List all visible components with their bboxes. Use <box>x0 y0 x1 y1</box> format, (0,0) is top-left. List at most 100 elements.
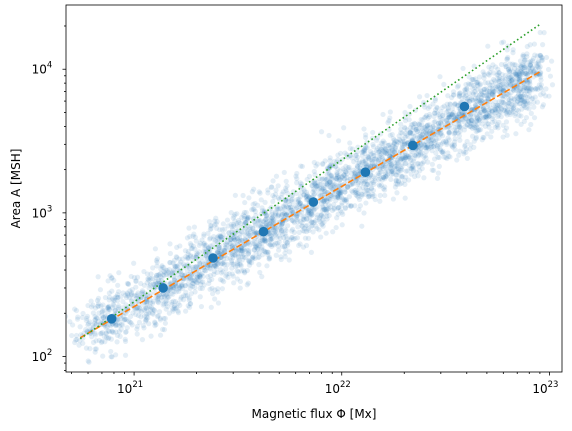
scatter-point <box>318 129 325 135</box>
scatter-point <box>508 82 514 88</box>
scatter-point <box>123 316 129 323</box>
scatter-point <box>506 84 512 90</box>
scatter-point <box>350 181 356 187</box>
scatter-point <box>505 100 512 106</box>
scatter-point <box>173 306 179 312</box>
scatter-point <box>294 235 301 241</box>
scatter-point <box>105 309 111 315</box>
scatter-point <box>134 292 140 298</box>
scatter-point <box>215 289 221 295</box>
scatter-point <box>294 204 300 211</box>
scatter-point <box>477 74 483 80</box>
scatter-point <box>324 198 330 204</box>
scatter-point <box>229 226 236 232</box>
scatter-point <box>466 114 472 120</box>
scatter-point <box>335 138 342 144</box>
scatter-point <box>209 223 215 229</box>
scatter-point <box>364 187 370 193</box>
scatter-point <box>141 302 147 308</box>
scatter-point <box>241 267 247 274</box>
scatter-point <box>144 280 150 286</box>
scatter-point <box>416 143 422 150</box>
scatter-point <box>514 107 520 113</box>
scatter-point <box>395 139 402 146</box>
scatter-point <box>430 144 437 150</box>
scatter-point <box>369 178 375 184</box>
scatter-point <box>227 244 233 251</box>
scatter-point <box>430 124 436 130</box>
scatter-point <box>75 314 81 320</box>
scatter-point <box>403 168 409 174</box>
scatter-point <box>106 294 113 300</box>
scatter-point <box>324 181 330 187</box>
scatter-point <box>372 156 378 162</box>
scatter-point <box>216 242 222 248</box>
scatter-point <box>463 149 469 155</box>
scatter-point <box>230 255 236 261</box>
scatter-point <box>77 338 83 344</box>
scatter-point <box>188 245 194 252</box>
scatter-point <box>498 61 505 68</box>
scatter-point <box>283 246 289 252</box>
scatter-point <box>359 223 365 229</box>
scatter-point <box>382 164 388 170</box>
scatter-point <box>331 205 337 211</box>
scatter-point <box>166 287 172 293</box>
scatter-point <box>300 203 306 209</box>
scatter-point <box>456 152 462 158</box>
scatter-point <box>130 310 136 316</box>
scatter-point <box>387 132 393 138</box>
scatter-point <box>505 66 511 73</box>
scatter-point <box>449 106 455 112</box>
scatter-point <box>67 319 73 325</box>
scatter-point <box>231 280 237 286</box>
scatter-point <box>245 228 251 234</box>
scatter-point <box>224 242 230 248</box>
scatter-point <box>272 217 278 224</box>
scatter-point <box>293 173 299 179</box>
scatter-point <box>339 202 345 208</box>
scatter-point <box>103 331 109 337</box>
scatter-point <box>301 188 308 194</box>
scatter-point <box>327 155 333 161</box>
scatter-point <box>113 294 119 300</box>
scatter-point <box>283 203 290 210</box>
scatter-point <box>392 145 399 151</box>
scatter-point <box>426 146 432 152</box>
scatter-point <box>105 305 111 311</box>
scatter-point <box>486 121 492 127</box>
scatter-point <box>288 207 295 213</box>
scatter-point <box>421 154 427 160</box>
scatter-point <box>537 84 544 91</box>
scatter-point <box>534 85 540 91</box>
scatter-point <box>521 84 527 91</box>
scatter-point <box>498 109 504 115</box>
scatter-point <box>116 270 122 276</box>
scatter-point <box>527 42 533 48</box>
scatter-point <box>84 313 90 319</box>
scatter-point <box>185 281 192 287</box>
scatter-point <box>475 81 481 87</box>
scatter-point <box>464 95 470 102</box>
scatter-point <box>527 101 533 107</box>
scatter-point <box>213 263 219 269</box>
scatter-point <box>524 51 530 57</box>
scatter-point <box>465 118 471 124</box>
scatter-point <box>255 246 261 252</box>
scatter-point <box>270 192 276 199</box>
scatter-point <box>294 219 301 225</box>
scatter-point <box>295 199 301 205</box>
scatter-point <box>103 325 109 331</box>
scatter-point <box>516 72 522 78</box>
scatter-point <box>322 206 328 212</box>
scatter-point <box>339 209 345 215</box>
scatter-point <box>445 105 451 111</box>
scatter-point <box>175 310 182 316</box>
scatter-point <box>216 245 222 251</box>
scatter-point <box>229 250 235 256</box>
scatter-point <box>309 212 315 218</box>
scatter-point <box>154 259 160 265</box>
scatter-point <box>171 302 178 309</box>
scatter-point <box>279 211 286 217</box>
scatter-point <box>516 113 522 119</box>
